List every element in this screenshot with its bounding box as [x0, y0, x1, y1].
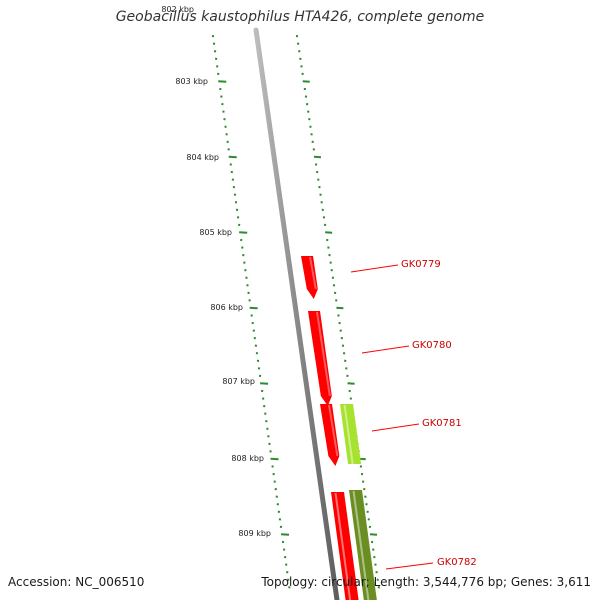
tick-mark	[313, 155, 322, 159]
gene-label-gk0780: GK0780	[412, 340, 452, 351]
gene-forward-feature-lower	[331, 492, 359, 600]
gene-highlight	[309, 256, 317, 290]
ruler-label: 808 kbp	[231, 454, 264, 463]
tick-mark	[347, 382, 355, 385]
gene-features	[301, 256, 377, 600]
tick-mark	[249, 306, 258, 310]
callout-line	[350, 264, 399, 273]
gene-highlight	[334, 492, 352, 600]
ruler-label: 807 kbp	[222, 377, 255, 386]
tick-mark	[260, 382, 269, 385]
callout-line	[371, 423, 420, 432]
callout-line	[385, 562, 434, 570]
gene-gk0781	[340, 404, 362, 464]
ruler-ticks-left	[211, 35, 291, 589]
gene-gk0780	[308, 311, 332, 406]
gene-gk0782	[349, 490, 377, 600]
tick-mark	[218, 80, 227, 83]
gene-label-gk0782: GK0782	[437, 557, 477, 568]
gene-highlight	[352, 490, 370, 600]
genome-title: Geobacillus kaustophilus HTA426, complet…	[115, 9, 485, 25]
ruler-label: 805 kbp	[199, 228, 232, 237]
genome-summary-text: Topology: circular; Length: 3,544,776 bp…	[261, 575, 591, 589]
tick-mark	[239, 231, 248, 234]
callout-line	[361, 345, 410, 354]
gene-callouts: GK0779 GK0780 GK0781 GK0782	[350, 259, 477, 570]
accession-text: Accession: NC_006510	[8, 575, 145, 589]
tick-mark	[325, 231, 333, 234]
gene-gk0779	[301, 256, 318, 299]
tick-mark	[302, 80, 310, 83]
tick-mark	[270, 457, 279, 461]
tick-mark	[280, 533, 290, 536]
ruler-label: 804 kbp	[186, 153, 219, 162]
gene-label-gk0779: GK0779	[401, 259, 441, 270]
gene-highlight	[343, 404, 354, 465]
gene-highlight	[316, 311, 331, 397]
tick-mark	[336, 306, 344, 310]
ruler-label-faded: 802 kbp	[161, 5, 194, 14]
gene-label-gk0781: GK0781	[422, 418, 462, 429]
tick-mark	[369, 533, 378, 536]
tick-mark	[228, 155, 237, 159]
ruler-label: 803 kbp	[175, 77, 208, 86]
gene-highlight	[328, 404, 339, 457]
ruler-label: 809 kbp	[238, 529, 271, 538]
ruler-label: 806 kbp	[210, 303, 243, 312]
genome-backbone	[253, 27, 340, 600]
gene-forward-feature	[320, 404, 340, 466]
ruler-labels: 802 kbp 803 kbp 804 kbp 805 kbp 806 kbp 807 k…	[161, 5, 271, 538]
